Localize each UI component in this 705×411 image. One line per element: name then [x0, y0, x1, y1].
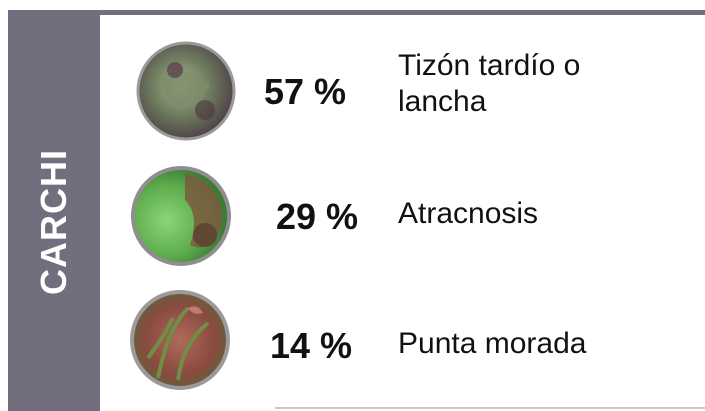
disease-name: Tizón tardío o lancha	[398, 49, 581, 118]
percent: 29 %	[276, 196, 359, 237]
side-panel	[8, 10, 100, 411]
top-bar	[100, 10, 705, 15]
thumb-image	[130, 290, 230, 390]
thumb-image	[131, 166, 231, 266]
side-label: CARCHI	[33, 149, 74, 295]
percent: 14 %	[270, 325, 353, 366]
disease-name: Punta morada	[398, 327, 587, 360]
disease-name: Atracnosis	[398, 197, 539, 230]
thumb-image	[136, 41, 236, 141]
percent: 57 %	[264, 71, 347, 112]
bottom-line	[275, 407, 705, 409]
